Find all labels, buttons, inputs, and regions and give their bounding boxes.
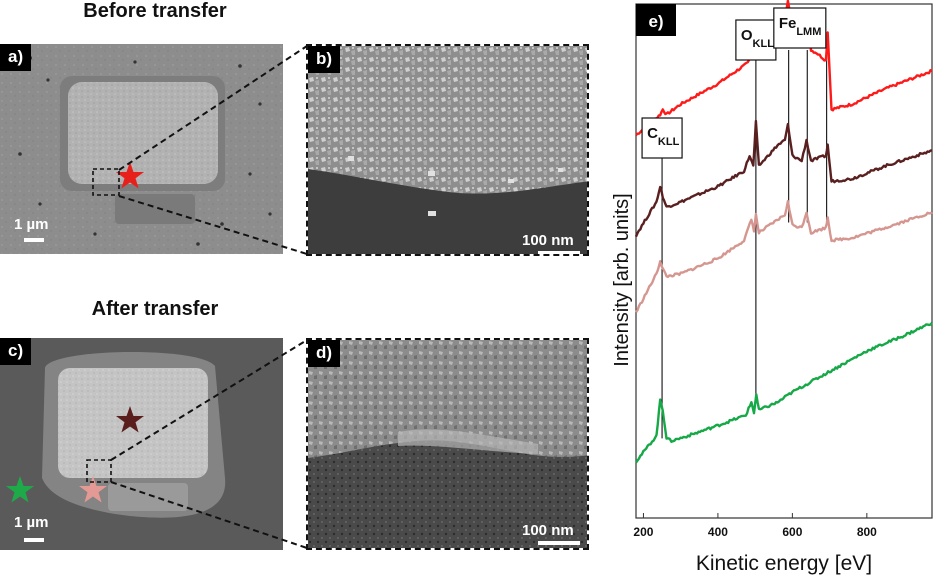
peak-guide-lines bbox=[661, 50, 828, 439]
panel-a-label: a) bbox=[0, 44, 32, 71]
x-axis-label: Kinetic energy [eV] bbox=[696, 552, 872, 575]
peak-label-o: OKLL bbox=[741, 27, 774, 50]
plot-frame bbox=[635, 3, 933, 519]
panel-b-scalebar bbox=[538, 251, 580, 254]
panel-c-scalebar bbox=[24, 538, 44, 542]
x-ticks: 200 400 600 800 bbox=[633, 513, 877, 539]
panel-e-label-bg bbox=[636, 4, 676, 36]
panel-c-scale-text: 1 µm bbox=[14, 514, 49, 531]
panel-c-graphic bbox=[0, 338, 283, 550]
panel-a-sem-image: a) 1 µm bbox=[0, 44, 283, 254]
panel-a-scalebar bbox=[24, 238, 44, 242]
y-axis-label: Intensity [arb. units] bbox=[611, 193, 633, 366]
star-green bbox=[6, 476, 34, 503]
panel-d-scale-text: 100 nm bbox=[522, 522, 574, 539]
panel-d-graphic bbox=[308, 340, 587, 548]
peak-label-fe: FeLMM bbox=[779, 15, 822, 38]
panel-d-scalebar bbox=[538, 541, 580, 545]
series-group bbox=[634, 0, 933, 464]
panel-a-graphic bbox=[0, 44, 283, 254]
panel-d-sem-image: d) 100 nm bbox=[306, 338, 589, 550]
panel-b-graphic bbox=[308, 46, 587, 254]
panel-b-scale-text: 100 nm bbox=[522, 232, 574, 249]
panel-d-label: d) bbox=[308, 340, 341, 367]
series-line-2 bbox=[634, 119, 933, 238]
star-pink bbox=[79, 476, 107, 503]
x-tick-label-600: 600 bbox=[782, 525, 802, 539]
panel-b-label: b) bbox=[308, 46, 341, 73]
peak-label-box-fe bbox=[773, 7, 827, 49]
x-tick-label-200: 200 bbox=[633, 525, 653, 539]
heading-after-transfer: After transfer bbox=[91, 298, 219, 320]
panel-e-label: e) bbox=[648, 12, 663, 31]
panel-a-scale-text: 1 µm bbox=[14, 216, 49, 233]
heading-before-transfer: Before transfer bbox=[83, 0, 227, 22]
panel-b-sem-image: b) 100 nm bbox=[306, 44, 589, 256]
x-tick-label-800: 800 bbox=[857, 525, 877, 539]
panel-c-label: c) bbox=[0, 338, 32, 365]
star-dark-red bbox=[116, 406, 144, 433]
series-line-3 bbox=[635, 199, 933, 313]
star-red bbox=[116, 162, 144, 189]
x-tick-label-400: 400 bbox=[708, 525, 728, 539]
panel-c-sem-image: c) 1 µm bbox=[0, 338, 283, 550]
peak-label-box-c bbox=[641, 117, 683, 159]
series-line-4 bbox=[635, 321, 933, 464]
peak-label-c: CKLL bbox=[647, 125, 680, 148]
